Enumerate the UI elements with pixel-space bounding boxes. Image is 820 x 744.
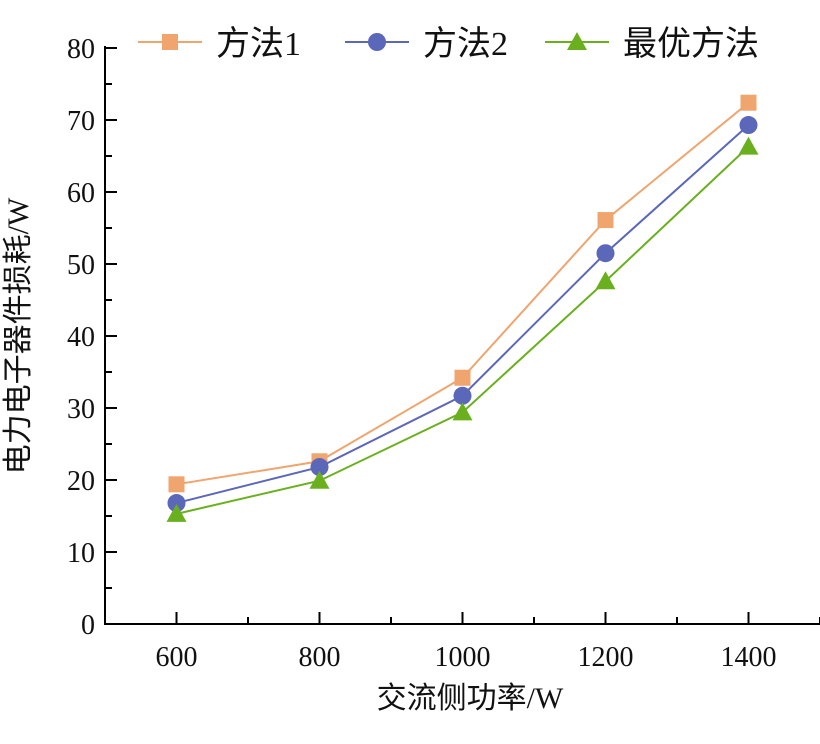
data-point [597, 212, 614, 229]
data-point [452, 402, 473, 421]
x-tick-label: 1000 [435, 642, 491, 673]
x-tick-label: 1200 [578, 642, 634, 673]
legend-marker [368, 33, 386, 51]
legend-marker [567, 32, 587, 50]
y-tick-label: 30 [67, 394, 95, 425]
legend-label: 方法2 [423, 25, 508, 63]
y-tick-label: 80 [67, 34, 95, 65]
legend-item-1: 方法1 [138, 25, 301, 63]
data-point [738, 136, 759, 155]
series-group [166, 94, 759, 522]
y-tick-label: 10 [67, 538, 95, 569]
x-tick-label: 800 [299, 642, 341, 673]
x-axis-label: 交流侧功率/W [377, 682, 564, 715]
data-point [740, 94, 757, 111]
y-tick-label: 20 [67, 466, 95, 497]
series-1 [168, 94, 757, 493]
legend-marker [162, 34, 178, 50]
data-point [166, 503, 187, 522]
legend: 方法1 方法2 最优方法 [138, 25, 759, 63]
x-tick-label: 1400 [721, 642, 777, 673]
y-axis-label: 电力电子器件损耗/W [2, 197, 35, 474]
y-tick-label: 70 [67, 106, 95, 137]
y-tick-label: 0 [81, 610, 95, 641]
data-point [168, 476, 185, 493]
data-point [595, 271, 616, 290]
series-2 [167, 116, 758, 513]
data-point [310, 458, 329, 477]
data-point [454, 369, 471, 386]
y-tick-label: 60 [67, 178, 95, 209]
y-tick-label: 50 [67, 250, 95, 281]
legend-item-2: 方法2 [345, 25, 508, 63]
series-line [176, 101, 750, 486]
legend-item-3: 最优方法 [545, 25, 759, 63]
series-3 [166, 136, 759, 522]
data-point [309, 470, 330, 489]
data-point [739, 116, 758, 135]
data-point [596, 244, 615, 263]
legend-label: 最优方法 [623, 25, 759, 63]
series-line [176, 124, 750, 505]
axes: 0 10 20 30 40 50 60 70 80 600 800 1000 1200 1400 [67, 34, 820, 673]
x-tick-label: 600 [156, 642, 198, 673]
data-point [167, 494, 186, 513]
y-tick-label: 40 [67, 322, 95, 353]
legend-label: 方法1 [216, 25, 301, 63]
data-point [453, 386, 472, 405]
